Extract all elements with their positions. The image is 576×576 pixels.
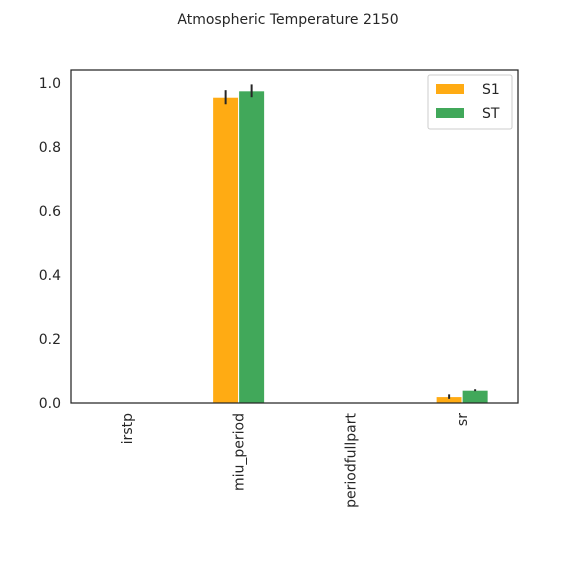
- bar-s1-miu-period: [212, 96, 240, 404]
- legend-label-s1: S1: [482, 82, 500, 98]
- legend-label-st: ST: [482, 106, 500, 122]
- y-axis: 0.0 0.2 0.4 0.6 0.8 1.0: [39, 76, 61, 412]
- plot-area-frame: [70, 69, 519, 404]
- bar-st-sr: [461, 389, 489, 404]
- bars-layer: [212, 90, 489, 404]
- y-tick-label: 0.6: [39, 204, 61, 220]
- x-tick-label-irstp: irstp: [120, 413, 136, 444]
- legend-swatch-s1: [436, 84, 464, 94]
- y-tick-label: 1.0: [39, 76, 61, 92]
- x-axis: irstp miu_period periodfullpart sr: [120, 412, 471, 507]
- bar-st-miu-period: [238, 90, 266, 404]
- legend-swatch-st: [436, 108, 464, 118]
- x-tick-label-miu-period: miu_period: [232, 413, 248, 491]
- y-tick-label: 0.2: [39, 332, 61, 348]
- chart-title: Atmospheric Temperature 2150: [177, 12, 398, 28]
- y-tick-label: 0.4: [39, 268, 61, 284]
- error-bars-layer: [224, 84, 477, 399]
- legend: S1 ST: [427, 74, 513, 130]
- y-tick-label: 0.8: [39, 140, 61, 156]
- x-tick-label-periodfullpart: periodfullpart: [343, 412, 359, 507]
- x-tick-label-sr: sr: [455, 413, 471, 426]
- y-tick-label: 0.0: [39, 396, 61, 412]
